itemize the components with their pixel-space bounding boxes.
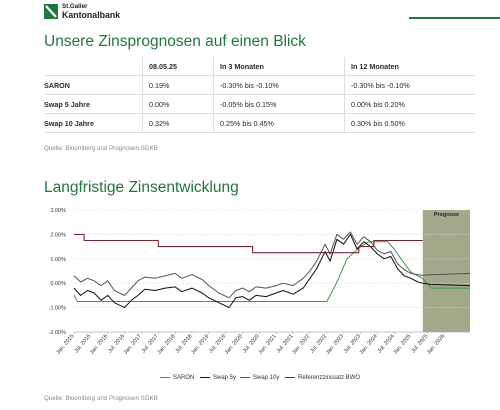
table-row: Swap 5 Jahre 0.00% -0.05% bis 0.15% 0.00… — [44, 94, 476, 114]
y-tick-label: 2.00% — [50, 232, 66, 238]
x-tick-label: Jan. 2019 — [190, 333, 210, 355]
legend-swap10y: Swap 10y — [240, 375, 279, 381]
legend-swap5y: Swap 5y — [200, 375, 236, 381]
legend-bwo: Referenzzinssatz BWO — [285, 375, 360, 381]
series-bwo-line — [74, 233, 423, 254]
table-row: SARON 0.19% -0.30% bis -0.10% -0.30% bis… — [44, 75, 476, 95]
y-tick-label: 3.00% — [50, 208, 66, 214]
rates-line-chart: Prognose 3.00% 2.00% 1.00% 0.00% -1.00% -2.00%… — [49, 208, 471, 356]
brand-line2: Kantonalbank — [62, 10, 121, 20]
table-header-cell: 08.05.25 — [142, 57, 214, 76]
table-header-cell — [44, 57, 143, 76]
x-tick-label: Jan. 2025 — [392, 333, 412, 355]
x-tick-label: Jan. 2015 — [55, 333, 75, 355]
legend-swatch — [240, 376, 250, 378]
y-tick-label: -2.00% — [49, 330, 67, 336]
x-tick-label: Jan. 2024 — [359, 333, 379, 355]
table-cell: 0.25% bis 0.45% — [213, 113, 345, 133]
row-label: SARON — [44, 75, 143, 95]
section-title-rates: Langfristige Zinsentwicklung — [44, 179, 239, 196]
legend-label: Swap 10y — [253, 375, 280, 381]
legend-saron: SARON — [160, 375, 194, 381]
table-cell: 0.19% — [142, 75, 214, 95]
forecast-area — [422, 210, 470, 332]
header-accent-line — [409, 17, 500, 19]
sgkb-logo-icon — [44, 4, 58, 19]
x-tick-label: Jan. 2016 — [89, 333, 109, 355]
series-swap5y-line — [73, 233, 471, 309]
table-cell: 0.00% — [142, 94, 214, 114]
x-tick-label: Jan. 2022 — [291, 333, 311, 355]
x-tick-label: Jan. 2017 — [123, 333, 143, 355]
x-tick-label: Jan. 2018 — [157, 333, 177, 355]
source-note: Quelle: Bloomberg und Prognosen SGKB — [44, 395, 158, 402]
table-row: Swap 10 Jahre 0.32% 0.25% bis 0.45% 0.30… — [44, 113, 476, 133]
legend-label: Swap 5y — [213, 375, 237, 381]
x-tick-label: Jan. 2023 — [325, 333, 345, 355]
series-swap10y-line — [73, 231, 471, 299]
y-tick-label: 1.00% — [50, 257, 66, 263]
legend-swatch — [285, 376, 295, 378]
row-label: Swap 5 Jahre — [44, 94, 143, 114]
series-saron-line — [73, 241, 470, 302]
row-label: Swap 10 Jahre — [44, 113, 143, 133]
table-cell: -0.30% bis -0.10% — [213, 75, 345, 95]
x-tick-label: Jan. 2021 — [258, 333, 278, 355]
y-tick-label: 0.00% — [50, 281, 66, 287]
table-cell: 0.30% bis 0.50% — [344, 113, 476, 133]
table-header-cell: In 3 Monaten — [213, 57, 345, 76]
x-tick-label: Jan. 2020 — [224, 333, 244, 355]
legend-swatch — [200, 376, 210, 378]
brand-line1: St.Galler — [62, 3, 88, 10]
legend-label: Referenzzinssatz BWO — [298, 375, 361, 381]
x-tick-label: Jan. 2026 — [426, 333, 446, 355]
forecast-label: Prognose — [434, 212, 459, 218]
table-cell: -0.30% bis -0.10% — [344, 75, 476, 95]
table-header-row: 08.05.25 In 3 Monaten In 12 Monaten — [44, 57, 476, 76]
section-title-forecast: Unsere Zinsprognosen auf einen Blick — [44, 33, 306, 50]
y-tick-label: -1.00% — [49, 306, 67, 312]
table-cell: 0.00% bis 0.20% — [344, 94, 476, 114]
table-cell: -0.05% bis 0.15% — [213, 94, 345, 114]
source-note: Quelle: Bloomberg und Prognosen SGKB — [44, 145, 158, 152]
table-cell: 0.32% — [142, 113, 214, 133]
table-header-cell: In 12 Monaten — [344, 57, 476, 76]
header: St.Galler Kantonalbank — [0, 0, 500, 26]
legend-swatch — [160, 376, 170, 378]
forecast-table: 08.05.25 In 3 Monaten In 12 Monaten SARO… — [44, 57, 476, 133]
legend-label: SARON — [173, 375, 195, 381]
